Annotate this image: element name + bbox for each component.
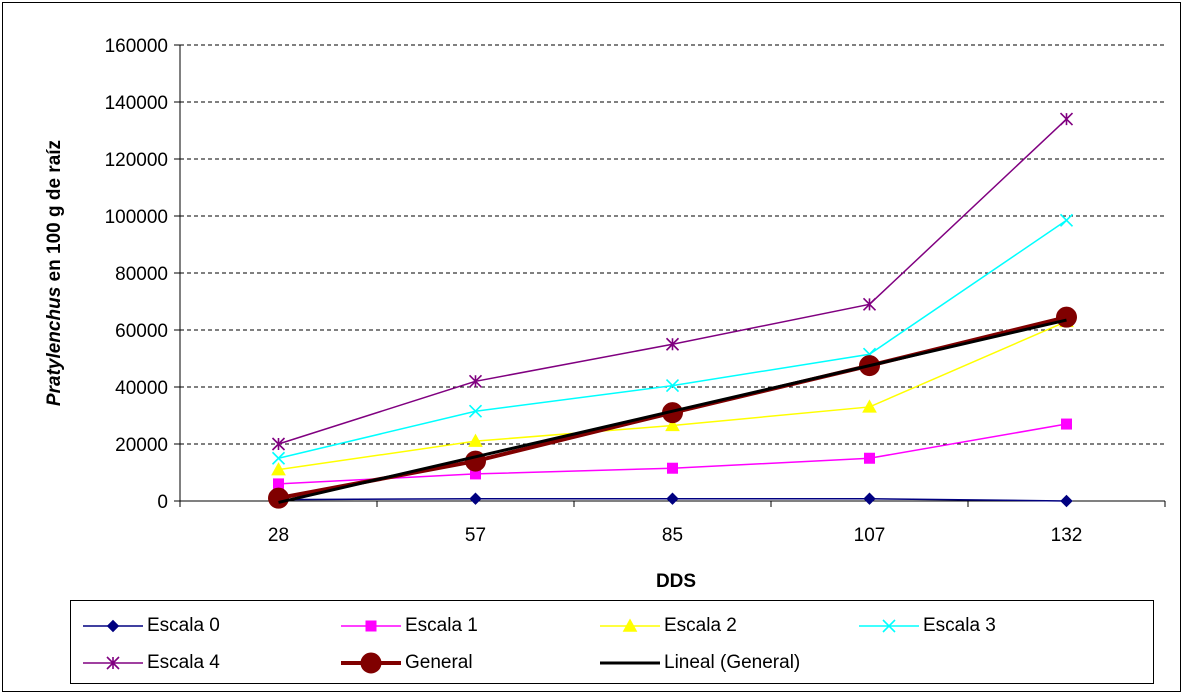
data-point-escala-4: [862, 297, 877, 311]
y-tick-label: 0: [157, 492, 168, 513]
data-point-escala-0: [666, 492, 679, 505]
y-tick-labels: 0 20000 40000 60000 80000 100000 120000 140000 1…: [105, 36, 168, 513]
data-point-escala-1: [1061, 418, 1072, 430]
series-line-lineal-general: [278, 318, 1067, 504]
series-escala-3: [271, 213, 1074, 465]
data-point-escala-2: [271, 462, 286, 476]
legend: Escala 0 Escala 1 Escala 2 Escala 3 Escala 4…: [70, 600, 1154, 684]
series-group: [268, 112, 1077, 509]
data-point-escala-1: [667, 462, 678, 474]
data-point-escala-2: [665, 417, 680, 432]
legend-item-escala-3: Escala 3: [857, 609, 996, 643]
legend-marker: [365, 620, 377, 632]
legend-swatch-escala-2: [600, 618, 660, 632]
data-point-escala-4: [271, 437, 286, 451]
y-tick-label: 160000: [105, 36, 168, 57]
legend-swatch-general: [341, 652, 401, 674]
x-tick-labels: 28 57 85 107 132: [268, 525, 1082, 546]
data-point-general: [1056, 306, 1077, 328]
data-point-escala-2: [862, 399, 877, 413]
legend-label: Escala 1: [405, 615, 478, 636]
y-tick-label: 40000: [115, 378, 168, 399]
legend-swatch-escala-3: [859, 619, 919, 633]
x-tick-label: 57: [465, 525, 486, 546]
y-tick-label: 140000: [105, 93, 168, 114]
legend-marker: [106, 619, 120, 633]
x-tick-label: 85: [662, 525, 683, 546]
legend-marker: [882, 619, 896, 633]
legend-marker: [360, 652, 382, 674]
data-point-escala-0: [863, 492, 876, 505]
legend-swatch-escala-1: [341, 620, 401, 632]
data-point-escala-4: [665, 337, 680, 351]
series-escala-4: [271, 112, 1074, 451]
legend-label: General: [405, 652, 473, 673]
data-point-escala-3: [1059, 213, 1074, 227]
x-tick-label: 28: [268, 525, 289, 546]
legend-label: Escala 4: [147, 652, 220, 673]
gridlines: [180, 44, 1165, 445]
legend-item-escala-2: Escala 2: [598, 609, 737, 643]
data-point-escala-2: [468, 433, 483, 447]
y-axis-title: Pratylenchus en 100 g de raíz: [44, 140, 65, 406]
data-point-escala-3: [468, 404, 483, 418]
legend-swatch-escala-4: [83, 656, 143, 670]
x-tick-label: 132: [1051, 525, 1083, 546]
y-tick-label: 60000: [115, 321, 168, 342]
y-axis-title-italic: Pratylenchus: [44, 287, 65, 406]
legend-label: Escala 2: [664, 615, 737, 636]
series-lineal-general: [278, 318, 1067, 504]
data-point-escala-1: [273, 478, 284, 490]
data-point-escala-3: [665, 379, 680, 393]
x-axis-title: DDS: [656, 571, 696, 592]
legend-label: Escala 0: [147, 615, 220, 636]
data-point-general: [268, 487, 289, 509]
data-point-escala-4: [468, 374, 483, 388]
y-tick-label: 20000: [115, 435, 168, 456]
legend-marker: [106, 656, 120, 670]
legend-item-escala-4: Escala 4: [81, 646, 220, 680]
y-axis-title-rest: en 100 g de raíz: [44, 140, 65, 287]
legend-item-escala-1: Escala 1: [339, 609, 478, 643]
y-tick-label: 100000: [105, 207, 168, 228]
data-point-escala-3: [271, 451, 286, 465]
data-point-escala-0: [469, 492, 482, 505]
series-escala-2: [271, 313, 1074, 476]
legend-swatch-escala-0: [83, 619, 143, 633]
legend-label: Lineal (General): [664, 652, 801, 673]
legend-swatch-lineal-general: [600, 661, 660, 665]
legend-label: Escala 3: [923, 615, 996, 636]
data-point-escala-4: [1059, 112, 1074, 126]
y-tick-label: 120000: [105, 150, 168, 171]
legend-marker: [622, 618, 638, 632]
legend-item-lineal-general: Lineal (General): [598, 646, 800, 680]
legend-item-escala-0: Escala 0: [81, 609, 220, 643]
y-tick-label: 80000: [115, 264, 168, 285]
legend-item-general: General: [339, 646, 473, 680]
data-point-escala-0: [1060, 494, 1073, 508]
data-point-escala-1: [864, 452, 875, 464]
x-tick-label: 107: [854, 525, 886, 546]
